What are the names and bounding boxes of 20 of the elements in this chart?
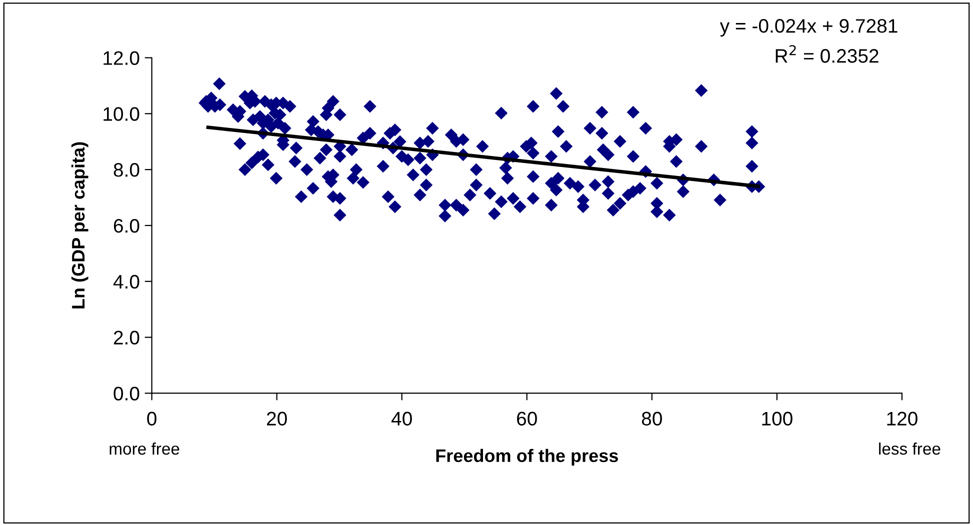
text: less free [879,442,940,455]
x-tick-label: 20 [266,412,287,426]
y-tick-label: 6.0 [114,218,140,233]
text: more free [110,442,180,455]
y-axis-title: Ln (GDP per capita) [71,142,88,308]
text: y = -0.024x + 9.7281 [720,19,898,37]
x-tick-label: 0 [147,412,156,426]
annotation: R$^{2}$ = 0.2352 [776,45,878,63]
x-tick-label: 100 [762,412,792,426]
y-tick-label: 2.0 [114,330,140,345]
x-tick-label: 120 [887,412,918,426]
x-tick-label: 60 [517,412,537,426]
y-tick-label: 4.0 [113,274,140,289]
y-tick-label: 8.0 [114,163,140,177]
x-axis-title: Freedom of the press [436,448,618,466]
y-tick-label: 12.0 [104,51,140,65]
y-tick-label: 0.0 [114,386,140,400]
y-tick-label: 10.0 [104,107,140,121]
x-tick-label: 80 [642,412,662,426]
x-tick-label: 40 [391,412,412,426]
